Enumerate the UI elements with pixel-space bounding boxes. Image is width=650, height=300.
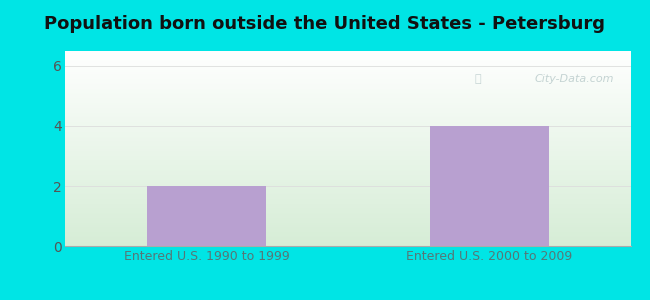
Bar: [147, 186, 266, 246]
Text: ⓘ: ⓘ: [475, 74, 482, 84]
Bar: [430, 126, 549, 246]
Text: Population born outside the United States - Petersburg: Population born outside the United State…: [44, 15, 606, 33]
Text: City-Data.com: City-Data.com: [534, 74, 614, 84]
